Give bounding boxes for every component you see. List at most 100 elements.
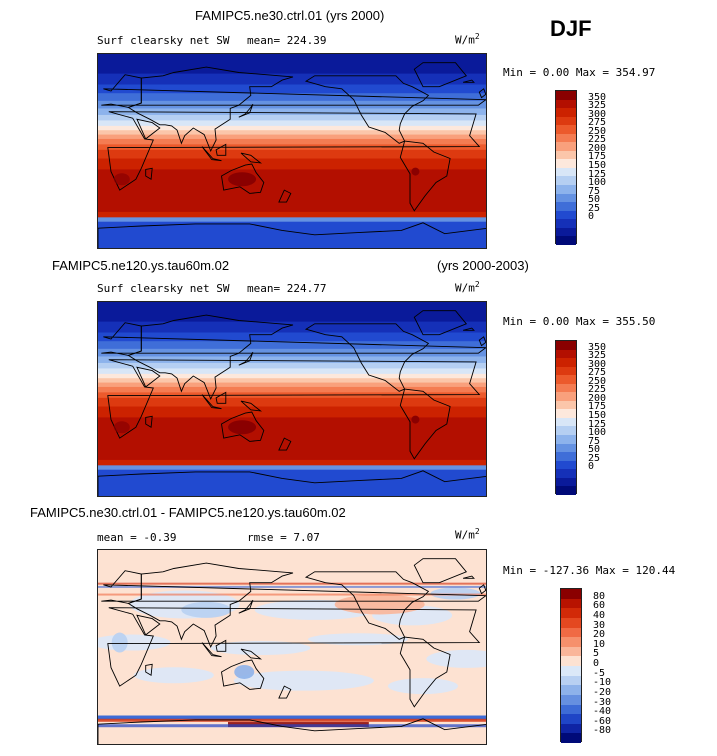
colorbar-segment <box>556 236 576 245</box>
colorbar-tick-label: 75 <box>588 185 601 197</box>
anomaly-region <box>181 601 232 618</box>
coastline <box>98 470 486 496</box>
panel3-minmax: Min = -127.36 Max = 120.44 <box>503 564 676 577</box>
map-band <box>98 368 486 375</box>
map-band <box>98 108 486 116</box>
colorbar-tick-label: 80 <box>593 590 606 602</box>
coastline <box>215 391 227 404</box>
africa-hotspot <box>113 173 130 186</box>
colorbar-tick-label: 0 <box>588 461 595 473</box>
colorbar-tick-label: 125 <box>588 168 607 180</box>
panel1-units: W/m2 <box>455 32 480 47</box>
map-band <box>98 221 486 248</box>
map-band <box>98 382 486 388</box>
panel1-title: FAMIPC5.ne30.ctrl.01 (yrs 2000) <box>195 8 385 23</box>
units-exponent: 2 <box>474 527 480 536</box>
colorbar-segment <box>556 477 576 487</box>
colorbar-segment <box>561 598 581 609</box>
colorbar-tick-label: 20 <box>593 629 606 641</box>
coastline <box>215 143 227 156</box>
map-band <box>98 158 486 170</box>
map-band <box>98 459 486 466</box>
panel1-mean: mean= 224.39 <box>247 34 327 47</box>
colorbar-segment <box>556 460 576 470</box>
coastline <box>462 79 475 83</box>
colorbar-segment <box>556 349 576 359</box>
colorbar-tick-label: 150 <box>588 410 607 421</box>
map-band <box>98 93 486 102</box>
colorbar-segment <box>561 704 581 715</box>
units-exponent: 2 <box>474 280 480 289</box>
map-band <box>98 469 486 496</box>
colorbar-tick-label: 10 <box>593 638 606 650</box>
altiplano-hotspot <box>411 167 420 176</box>
anomaly-strip <box>98 715 486 720</box>
coastline <box>399 388 451 460</box>
units-text: W/m <box>455 33 475 47</box>
panel3-map <box>97 549 487 745</box>
panel1-colorbar <box>555 90 577 245</box>
coastline <box>399 140 451 212</box>
anomaly-region <box>308 633 408 646</box>
units-text: W/m <box>455 528 475 542</box>
colorbar-segment <box>561 656 581 666</box>
colorbar-tick-label: 325 <box>588 350 607 362</box>
map-band <box>98 84 486 94</box>
coastline <box>221 659 265 690</box>
map-band <box>98 373 486 379</box>
panel3-units: W/m2 <box>455 527 480 542</box>
map-band <box>98 397 486 408</box>
colorbar-tick-label: 100 <box>588 427 607 439</box>
anomaly-strip <box>98 593 486 596</box>
colorbar-tick-label: 25 <box>588 452 601 464</box>
coastline <box>215 639 227 652</box>
colorbar-tick-label: 350 <box>588 341 607 353</box>
map-band <box>98 73 486 85</box>
colorbar-segment <box>556 167 576 177</box>
colorbar-tick-label: 200 <box>588 392 607 404</box>
colorbar-tick-label: 350 <box>588 91 607 103</box>
anomaly-region <box>133 667 214 684</box>
map-band <box>98 406 486 418</box>
colorbar-segment <box>561 617 581 628</box>
colorbar-segment <box>561 646 581 657</box>
coastline <box>107 607 481 687</box>
panel2-variable: Surf clearsky net SW <box>97 282 230 295</box>
colorbar-tick-label: 300 <box>588 108 607 120</box>
coastline <box>399 636 451 708</box>
map-band <box>98 332 486 342</box>
coastline <box>413 310 468 336</box>
coastline <box>136 614 161 636</box>
map-band <box>98 465 486 471</box>
colorbar-segment <box>556 400 576 410</box>
anomaly-region <box>111 632 128 653</box>
colorbar-segment <box>556 193 576 203</box>
colorbar-tick-label: -30 <box>593 696 612 708</box>
map-band <box>98 130 486 136</box>
anomaly-strip <box>98 724 486 728</box>
colorbar-segment <box>556 159 576 168</box>
colorbar-segment <box>556 341 576 350</box>
colorbar-segment <box>556 358 576 367</box>
anomaly-region <box>430 587 481 600</box>
coastline <box>221 411 265 442</box>
units-text: W/m <box>455 281 475 295</box>
panel1-minmax: Min = 0.00 Max = 354.97 <box>503 66 656 79</box>
colorbar-segment <box>561 675 581 686</box>
coastline <box>201 146 222 162</box>
colorbar-segment <box>556 99 576 109</box>
coastline <box>240 648 263 660</box>
colorbar-tick-label: 225 <box>588 384 607 396</box>
colorbar-segment <box>561 627 581 638</box>
coastline <box>145 415 153 428</box>
colorbar-segment <box>556 185 576 194</box>
map-band <box>98 169 486 213</box>
map-band <box>98 386 486 393</box>
coastline <box>145 167 153 180</box>
coastline <box>238 599 254 614</box>
colorbar-tick-label: 50 <box>588 194 601 206</box>
colorbar-segment <box>556 202 576 211</box>
panel2-map <box>97 301 487 497</box>
altiplano-hotspot <box>411 415 420 424</box>
coastline <box>304 323 430 392</box>
